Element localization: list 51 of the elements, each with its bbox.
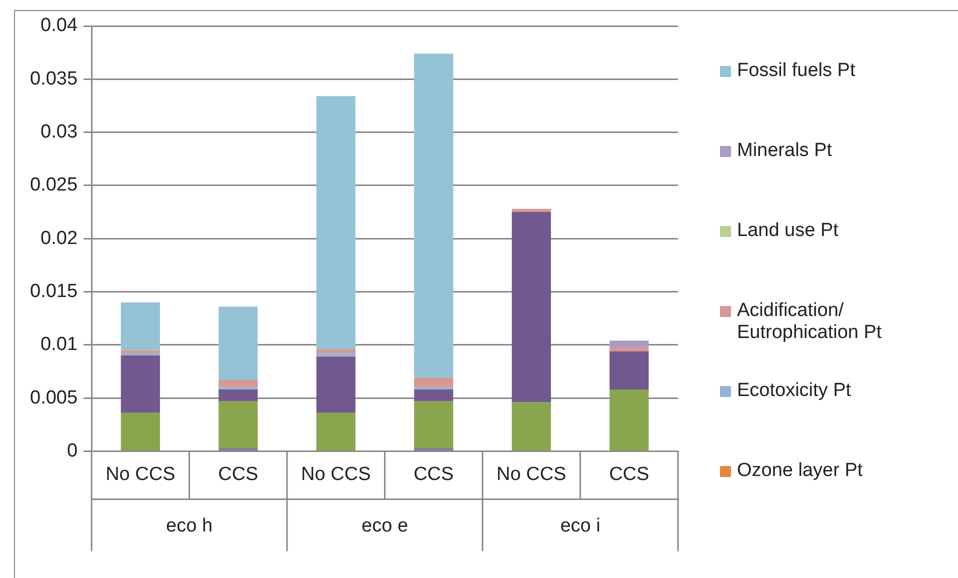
- y-tick-label: 0: [66, 440, 78, 462]
- y-tick-label: 0.04: [40, 15, 78, 36]
- x-tick-label: CCS: [609, 464, 650, 485]
- x-tick-label: No CCS: [106, 464, 176, 485]
- text: eco i: [560, 515, 600, 536]
- bar: [610, 347, 649, 352]
- y-tick-label: 0.015: [30, 280, 78, 302]
- legend-label: Acidification/Eutrophication Pt: [737, 300, 883, 344]
- bar: [316, 96, 356, 350]
- y-tick-label: 0.035: [30, 68, 78, 90]
- y-tick-label: 0.025: [30, 174, 78, 196]
- bar: [120, 412, 160, 450]
- y-tick-label: 0.03: [40, 122, 78, 143]
- x-tick-label: No CCS: [496, 464, 566, 485]
- bar: [512, 212, 551, 402]
- bar: [610, 340, 649, 348]
- legend-label: Ozone layer Pt: [737, 460, 864, 482]
- bar: [120, 302, 160, 350]
- bar: [512, 402, 551, 450]
- bar: [316, 353, 356, 357]
- bar: [316, 356, 356, 413]
- bar: [512, 208, 551, 212]
- x-tick-label: CCS: [414, 464, 454, 485]
- x-tick-label: No CCS: [301, 464, 371, 485]
- legend-label: Ecotoxicity Pt: [737, 380, 852, 402]
- bar: [610, 390, 649, 450]
- bar: [218, 380, 258, 388]
- bar: [414, 387, 454, 390]
- bar: [414, 378, 454, 388]
- bar: [414, 401, 454, 448]
- bar: [218, 387, 258, 390]
- bar: [218, 306, 258, 380]
- bar: [610, 351, 649, 390]
- y-tick-label: 0.01: [40, 334, 78, 356]
- bar: [414, 390, 454, 402]
- bar: [414, 54, 454, 378]
- x-tick-label: CCS: [218, 464, 258, 485]
- bar: [120, 353, 160, 356]
- text: eco e: [362, 515, 408, 536]
- bar: [316, 349, 356, 354]
- y-tick-label: 0.02: [40, 228, 78, 249]
- legend-label: Fossil fuels Pt: [737, 60, 856, 82]
- legend-label: Minerals Pt: [737, 140, 834, 162]
- bar: [316, 412, 356, 450]
- bar: [120, 350, 160, 354]
- bar: [218, 390, 258, 402]
- y-tick-label: 0.005: [30, 387, 78, 408]
- bar: [218, 401, 258, 448]
- text: eco h: [166, 515, 213, 536]
- legend-label: Land use Pt: [737, 220, 840, 242]
- bar: [120, 356, 160, 413]
